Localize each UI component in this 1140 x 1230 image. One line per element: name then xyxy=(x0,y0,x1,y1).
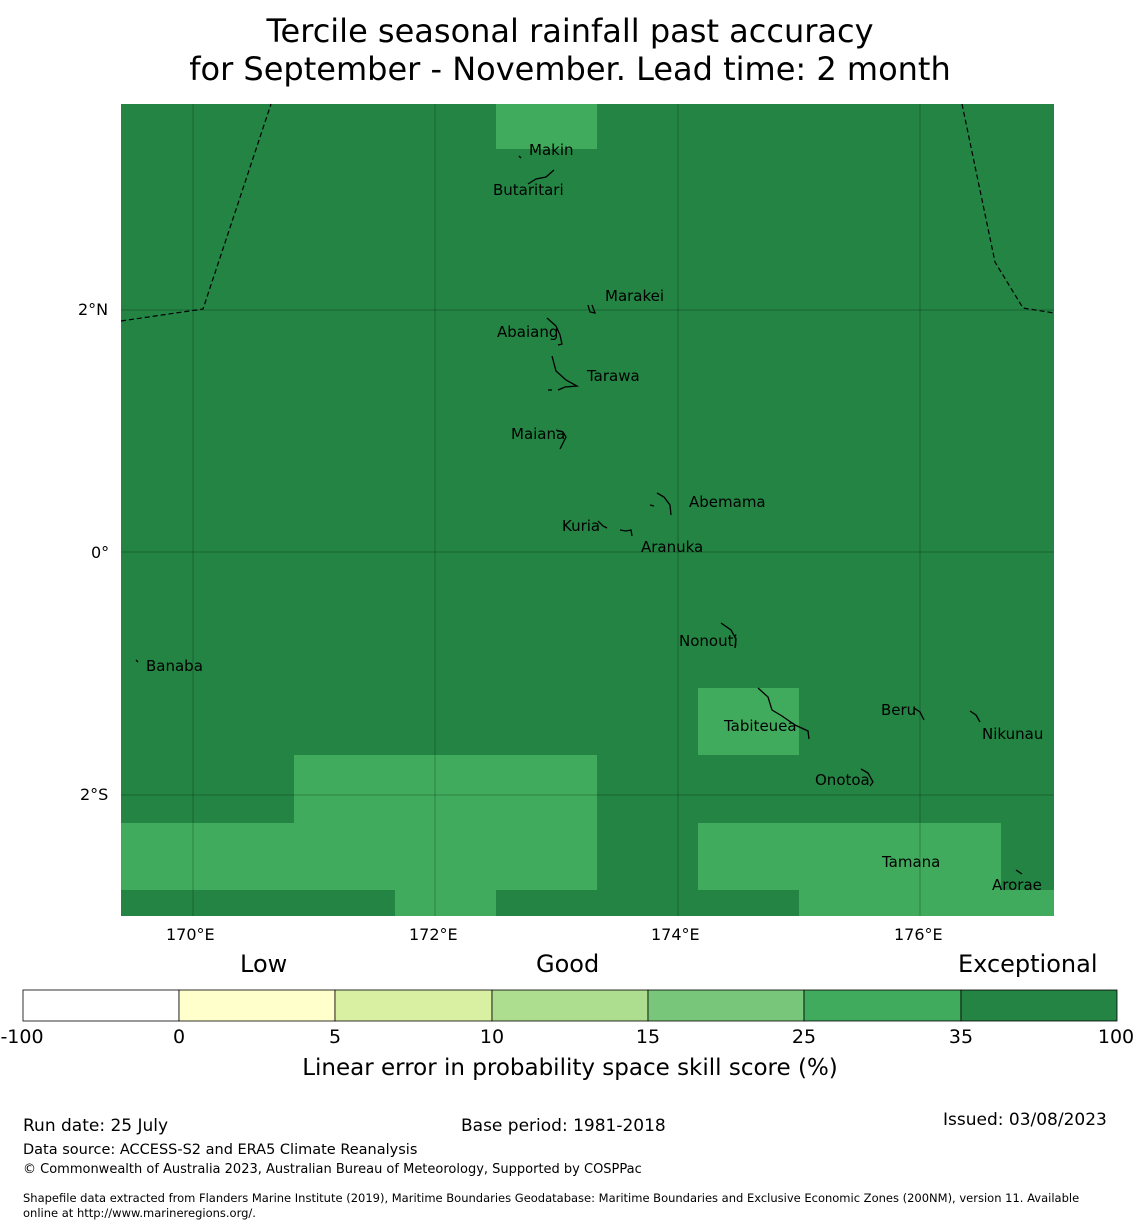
chart-title-line2: for September - November. Lead time: 2 m… xyxy=(189,50,951,88)
island-shape xyxy=(720,622,737,649)
island-shape xyxy=(587,304,597,314)
lon-tick-label: 172°E xyxy=(409,925,458,944)
lon-tick-label: 174°E xyxy=(651,925,700,944)
grid-cell xyxy=(496,104,597,149)
eez-boundary-west xyxy=(120,103,272,322)
colorbar-swatch xyxy=(803,989,962,1022)
grid-cell xyxy=(121,823,597,890)
island-shape xyxy=(597,520,633,537)
island-label: Nikunau xyxy=(982,725,1044,743)
island-label: Marakei xyxy=(605,287,665,305)
colorbar-swatch xyxy=(491,989,649,1022)
island-label: Tamana xyxy=(882,853,941,871)
colorbar-tick: 15 xyxy=(635,1026,661,1048)
lat-tick-label: 0° xyxy=(91,543,110,562)
colorbar-swatch xyxy=(647,989,805,1022)
colorbar-tick: 25 xyxy=(791,1026,817,1048)
colorbar-swatch xyxy=(334,989,493,1022)
island-shape xyxy=(913,707,925,721)
copyright: © Commonwealth of Australia 2023, Austra… xyxy=(23,1162,642,1177)
colorbar-swatch xyxy=(178,989,336,1022)
good-cells xyxy=(121,104,1054,916)
island-label: Abemama xyxy=(689,493,766,511)
island-shape xyxy=(518,155,555,185)
island-label: Banaba xyxy=(146,657,203,675)
island-label: Tabiteuea xyxy=(724,717,797,735)
lon-tick-label: 176°E xyxy=(894,925,943,944)
island-shape xyxy=(860,768,874,787)
shapefile-credit-line1: Shapefile data extracted from Flanders M… xyxy=(23,1191,1080,1205)
island-shape xyxy=(969,710,981,723)
island-shape xyxy=(757,687,810,740)
grid-cell xyxy=(294,755,597,823)
island-outlines xyxy=(135,155,1023,875)
colorbar-tick: -100 xyxy=(0,1026,44,1048)
run-date: Run date: 25 July xyxy=(23,1116,169,1136)
island-label: Abaiang xyxy=(497,323,559,341)
colorbar-tick: 0 xyxy=(172,1026,186,1048)
island-shape xyxy=(135,659,139,663)
island-label: Kuria xyxy=(562,517,601,535)
lon-tick-label: 170°E xyxy=(166,925,215,944)
grid-cell xyxy=(799,890,1054,916)
island-label: Tarawa xyxy=(587,367,640,385)
colorbar-swatch xyxy=(960,989,1118,1022)
grid-cell xyxy=(395,890,496,916)
colorbar-category-good: Good xyxy=(536,950,600,978)
island-shape xyxy=(546,317,563,346)
island-label: Aranuka xyxy=(641,538,704,556)
issued-date: Issued: 03/08/2023 xyxy=(943,1110,1107,1130)
lat-tick-label: 2°S xyxy=(80,785,109,804)
island-label: Nonouti xyxy=(679,632,738,650)
shapefile-credit-line2: online at http://www.marineregions.org/. xyxy=(23,1206,256,1220)
island-label: Maiana xyxy=(511,425,566,443)
island-label: Butaritari xyxy=(493,181,564,199)
chart-title-line1: Tercile seasonal rainfall past accuracy xyxy=(266,12,874,50)
island-shape xyxy=(548,355,580,391)
colorbar-tick: 5 xyxy=(328,1026,342,1048)
colorbar-swatch xyxy=(22,989,180,1022)
colorbar-tick: 35 xyxy=(948,1026,974,1048)
base-period: Base period: 1981-2018 xyxy=(461,1116,666,1136)
lat-tick-label: 2°N xyxy=(78,300,109,319)
gridlines xyxy=(121,104,1054,916)
island-shape xyxy=(649,492,672,516)
island-label: Beru xyxy=(881,701,917,719)
eez-boundary-east xyxy=(961,103,1055,314)
data-source: Data source: ACCESS-S2 and ERA5 Climate … xyxy=(23,1142,418,1158)
colorbar-tick: 100 xyxy=(1097,1026,1135,1048)
island-shape xyxy=(555,429,567,450)
eez-boundaries xyxy=(120,103,1055,322)
colorbar-category-low: Low xyxy=(240,950,288,978)
island-label: Makin xyxy=(529,141,574,159)
colorbar-category-exceptional: Exceptional xyxy=(958,950,1098,978)
colorbar xyxy=(22,989,1118,1022)
grid-cell xyxy=(698,823,1001,890)
colorbar-label: Linear error in probability space skill … xyxy=(302,1055,838,1081)
island-label: Arorae xyxy=(992,876,1042,894)
island-label: Onotoa xyxy=(815,771,870,789)
grid-cell xyxy=(698,688,799,755)
colorbar-tick: 10 xyxy=(479,1026,505,1048)
island-shape xyxy=(1015,869,1023,875)
